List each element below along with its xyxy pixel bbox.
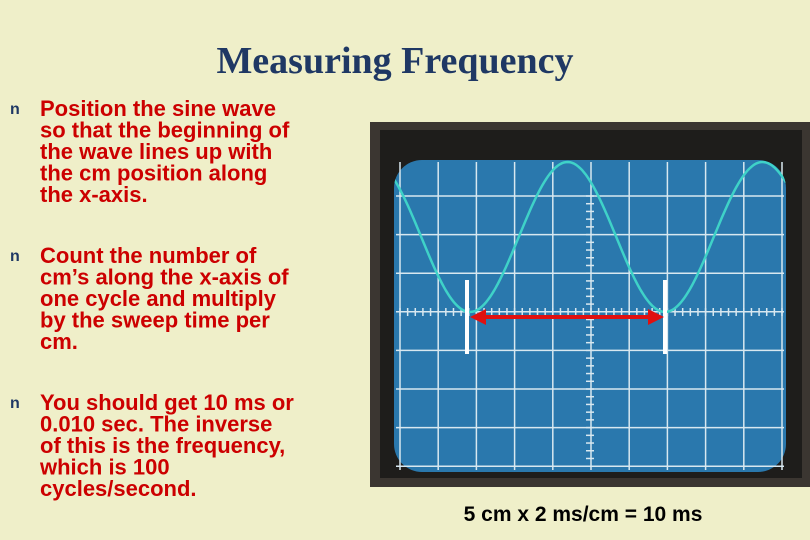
bullet-text: Count the number of — [40, 243, 257, 268]
bullet-text: cm’s along the x-axis of — [40, 265, 289, 290]
bullet-text: so that the beginning of — [40, 118, 290, 143]
bullet-text: 0.010 sec. The inverse — [40, 412, 272, 437]
bullet-marker: n — [10, 101, 20, 118]
bullet-marker: n — [10, 395, 20, 412]
bullet-text: the wave lines up with — [40, 139, 272, 164]
bullet-text: the cm position along — [40, 161, 267, 186]
bullet-text: one cycle and multiply — [40, 286, 277, 311]
arrow-head — [470, 309, 486, 325]
bullet-text: the x-axis. — [40, 182, 148, 207]
bullet-text: You should get 10 ms or — [40, 390, 294, 415]
graticule — [396, 162, 784, 470]
sine-wave — [394, 160, 786, 314]
bullet-text: cycles/second. — [40, 476, 197, 501]
bullet-text: by the sweep time per — [40, 308, 270, 333]
bullet-marker: n — [10, 248, 20, 265]
arrow-head — [648, 309, 664, 325]
bullet-text: Position the sine wave — [40, 96, 276, 121]
bullet-text: which is 100 — [39, 455, 170, 480]
oscilloscope-image — [370, 122, 810, 487]
bullet-text: of this is the frequency, — [40, 433, 285, 458]
title: Measuring Frequency — [216, 40, 573, 82]
bullet-text: cm. — [40, 329, 78, 354]
caption: 5 cm x 2 ms/cm = 10 ms — [464, 503, 703, 526]
